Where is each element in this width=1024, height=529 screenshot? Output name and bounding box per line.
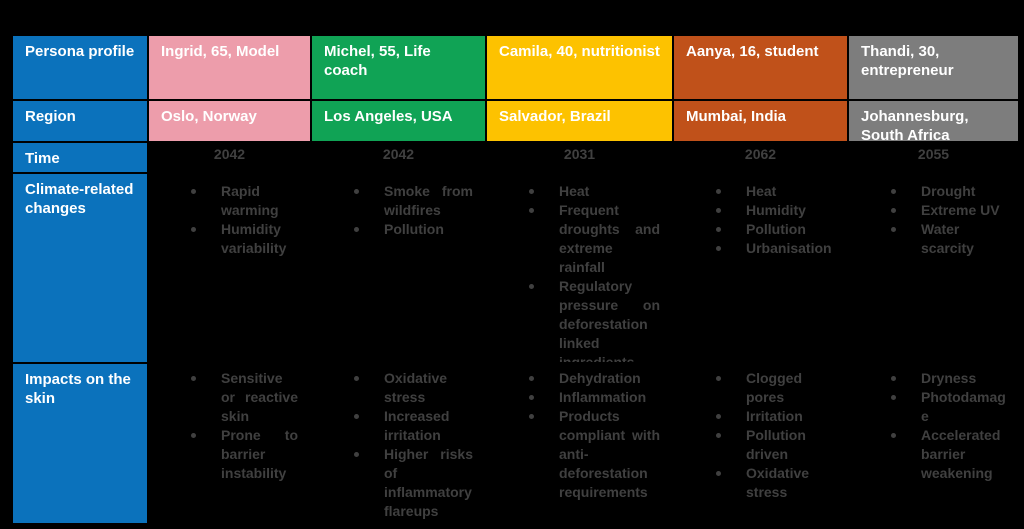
time-cell: 2042 [382,146,415,162]
time-cell: 2031 [563,146,596,162]
bullet-item: Pollution [674,220,835,239]
persona-profile-cell: Camila, 40, nutritionist [487,36,672,99]
bullet-item: Higher risks of inflammatory flareups [312,445,473,521]
region-cell: Johannesburg, South Africa [849,101,1018,141]
bullet-item: Regulatory pressure on deforestation lin… [487,277,660,362]
bullet-item: Sensitive or reactive skin [149,369,298,426]
bullet-item: Pollution driven [674,426,835,464]
time-cell: 2055 [917,146,950,162]
region-cell: Mumbai, India [674,101,847,141]
bullet-item: Inflammation [487,388,660,407]
bullet-item: Frequent droughts and extreme rainfall [487,201,660,277]
time-cell: 2042 [213,146,246,162]
bullet-item: Urbanisation [674,239,835,258]
climate-changes-cell: Smoke from wildfires Pollution [312,174,485,362]
row-header-persona-profile: Persona profile [13,36,147,99]
skin-impacts-cell: Sensitive or reactive skin Prone to barri… [149,364,310,523]
row-header-skin-impacts: Impacts on the skin [13,364,147,523]
bullet-item: Photodamage [849,388,1006,426]
climate-changes-cell: Drought Extreme UV Water scarcity [849,174,1018,362]
bullet-item: Pollution [312,220,473,239]
bullet-item: Rapid warming [149,182,298,220]
bullet-item: Accelerated barrier weakening [849,426,1006,483]
bullet-item: Increased irritation [312,407,473,445]
time-cell: 2062 [744,146,777,162]
region-cell: Salvador, Brazil [487,101,672,141]
row-header-region: Region [13,101,147,141]
bullet-item: Prone to barrier instability [149,426,298,483]
persona-comparison-table: Persona profile Region Time Climate-rela… [13,36,1018,523]
bullet-item: Irritation [674,407,835,426]
climate-changes-cell: Rapid warming Humidity variability [149,174,310,362]
bullet-item: Humidity [674,201,835,220]
bullet-item: Humidity variability [149,220,298,258]
bullet-item: Extreme UV [849,201,1006,220]
bullet-item: Dehydration [487,369,660,388]
skin-impacts-cell: Oxidative stress Increased irritation High… [312,364,485,523]
skin-impacts-cell: Clogged pores Irritation Pollution driven O… [674,364,847,523]
bullet-item: Oxidative stress [674,464,835,502]
row-header-time: Time [13,143,147,172]
bullet-item: Dryness [849,369,1006,388]
row-header-climate-changes: Climate-related changes [13,174,147,362]
persona-profile-cell: Thandi, 30, entrepreneur [849,36,1018,99]
climate-changes-cell: Heat Frequent droughts and extreme rainfa… [487,174,672,362]
skin-impacts-cell: Dehydration Inflammation Products complian… [487,364,672,523]
bullet-item: Drought [849,182,1006,201]
bullet-item: Heat [674,182,835,201]
persona-profile-cell: Ingrid, 65, Model [149,36,310,99]
region-cell: Los Angeles, USA [312,101,485,141]
bullet-item: Water scarcity [849,220,1006,258]
region-cell: Oslo, Norway [149,101,310,141]
skin-impacts-cell: Dryness Photodamage Accelerated barrier we… [849,364,1018,523]
bullet-item: Smoke from wildfires [312,182,473,220]
climate-changes-cell: Heat Humidity Pollution Urbanisation [674,174,847,362]
bullet-item: Heat [487,182,660,201]
bullet-item: Products compliant with anti-deforestati… [487,407,660,502]
bullet-item: Oxidative stress [312,369,473,407]
persona-profile-cell: Michel, 55, Life coach [312,36,485,99]
bullet-item: Clogged pores [674,369,835,407]
persona-profile-cell: Aanya, 16, student [674,36,847,99]
